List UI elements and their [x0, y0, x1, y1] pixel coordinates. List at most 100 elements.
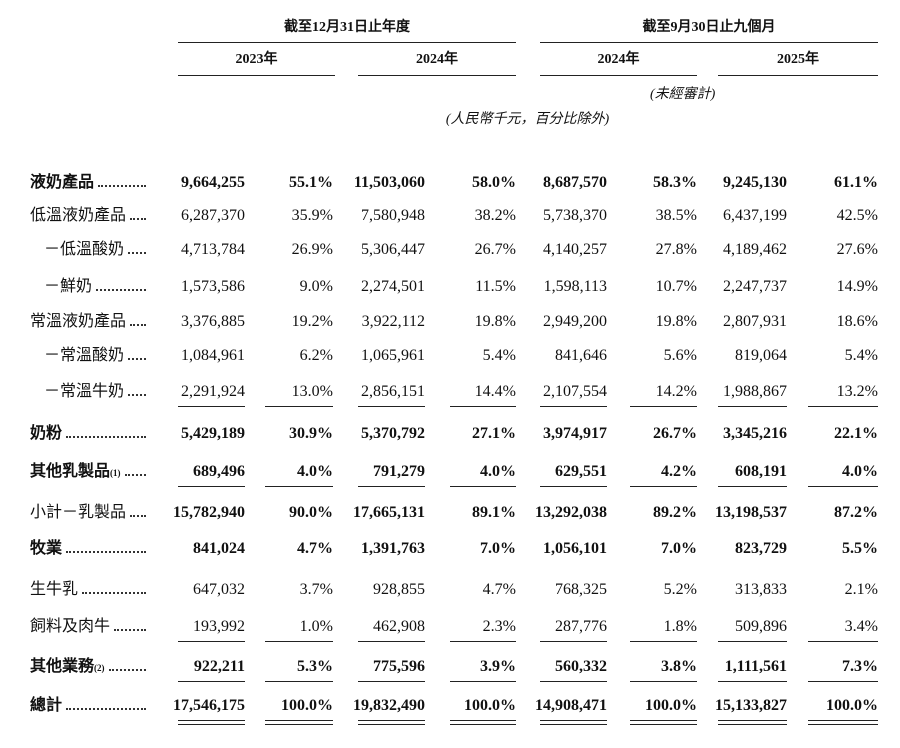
cell: 1,988,867: [723, 383, 787, 400]
cell: 4.0%: [297, 463, 333, 480]
label-text: 生牛乳: [30, 581, 79, 598]
label-text: 其他業務: [30, 658, 95, 675]
label-text: 低溫液奶產品: [30, 207, 127, 224]
cell: 15,133,827: [715, 697, 787, 714]
cell: 87.2%: [834, 504, 878, 521]
cell: 1,065,961: [361, 347, 425, 364]
row-label: －低溫酸奶: [30, 240, 150, 260]
leader: [114, 629, 146, 631]
cell: 26.7%: [474, 241, 516, 258]
cell: 2,291,924: [181, 383, 245, 400]
rule: [265, 641, 333, 642]
cell: 841,024: [193, 540, 245, 557]
rule: [450, 681, 516, 682]
leader: [66, 708, 146, 710]
cell: 14.4%: [474, 383, 516, 400]
rule: [540, 42, 878, 43]
cell: 19,832,490: [353, 697, 425, 714]
cell: 100.0%: [281, 697, 333, 714]
cell: 38.5%: [655, 207, 697, 224]
unit-note: (人民幣千元，百分比除外): [445, 112, 610, 127]
cell: 17,665,131: [353, 504, 425, 521]
cell: 11.5%: [475, 278, 516, 295]
cell: 1,056,101: [543, 540, 607, 557]
rule: [718, 681, 787, 682]
cell: 27.1%: [472, 425, 516, 442]
cell: 5.4%: [482, 347, 516, 364]
rule: [358, 724, 425, 725]
cell: 42.5%: [836, 207, 878, 224]
rule: [630, 720, 697, 721]
cell: 6,437,199: [723, 207, 787, 224]
cell: 9,664,255: [181, 174, 245, 191]
label-text: －常溫酸奶: [44, 347, 125, 364]
rule: [718, 724, 787, 725]
cell: 9.0%: [299, 278, 333, 295]
cell: 2.3%: [482, 618, 516, 635]
cell: 4,713,784: [181, 241, 245, 258]
cell: 8,687,570: [543, 174, 607, 191]
cell: 4.0%: [480, 463, 516, 480]
cell: 90.0%: [289, 504, 333, 521]
cell: 2,807,931: [723, 313, 787, 330]
row-label: 飼料及肉牛: [30, 617, 150, 637]
cell: 4,140,257: [543, 241, 607, 258]
rule: [178, 42, 516, 43]
cell: 7.3%: [842, 658, 878, 675]
row-label: 奶粉: [30, 424, 150, 444]
cell: 4.2%: [661, 463, 697, 480]
cell: 7.0%: [480, 540, 516, 557]
cell: 19.8%: [655, 313, 697, 330]
rule: [540, 486, 607, 487]
rule: [178, 724, 245, 725]
leader: [98, 185, 146, 187]
cell: 11,503,060: [353, 174, 425, 191]
cell: 7.0%: [661, 540, 697, 557]
cell: 928,855: [373, 581, 425, 598]
row-label: 生牛乳: [30, 580, 150, 600]
rule: [718, 406, 787, 407]
rule: [808, 486, 878, 487]
cell: 5.4%: [844, 347, 878, 364]
cell: 5,370,792: [361, 425, 425, 442]
cell: 768,325: [555, 581, 607, 598]
rule: [178, 486, 245, 487]
rule: [540, 720, 607, 721]
cell: 7,580,948: [361, 207, 425, 224]
cell: 3.4%: [844, 618, 878, 635]
cell: 55.1%: [289, 174, 333, 191]
leader: [82, 592, 146, 594]
rule: [178, 75, 335, 76]
rule: [265, 720, 333, 721]
cell: 2,949,200: [543, 313, 607, 330]
rule: [358, 681, 425, 682]
cell: 841,646: [555, 347, 607, 364]
rule: [630, 681, 697, 682]
rule: [178, 720, 245, 721]
rule: [265, 724, 333, 725]
cell: 462,908: [373, 618, 425, 635]
rule: [630, 724, 697, 725]
cell: 5.6%: [663, 347, 697, 364]
rule: [540, 406, 607, 407]
rule: [718, 75, 878, 76]
row-label: 牧業: [30, 539, 150, 559]
cell: 3,922,112: [361, 313, 425, 330]
label-text: 小計－乳製品: [30, 504, 127, 521]
cell: 1,084,961: [181, 347, 245, 364]
rule: [178, 681, 245, 682]
rule: [808, 406, 878, 407]
leader: [130, 515, 146, 517]
cell: 3,974,917: [543, 425, 607, 442]
rule: [808, 724, 878, 725]
rule: [358, 406, 425, 407]
cell: 608,191: [735, 463, 787, 480]
cell: 287,776: [555, 618, 607, 635]
cell: 17,546,175: [173, 697, 245, 714]
label-text: －低溫酸奶: [44, 241, 125, 258]
row-label: －常溫牛奶: [30, 382, 150, 402]
cell: 3.7%: [299, 581, 333, 598]
row-label: 小計－乳製品: [30, 503, 150, 523]
leader: [128, 358, 146, 360]
cell: 6.2%: [299, 347, 333, 364]
